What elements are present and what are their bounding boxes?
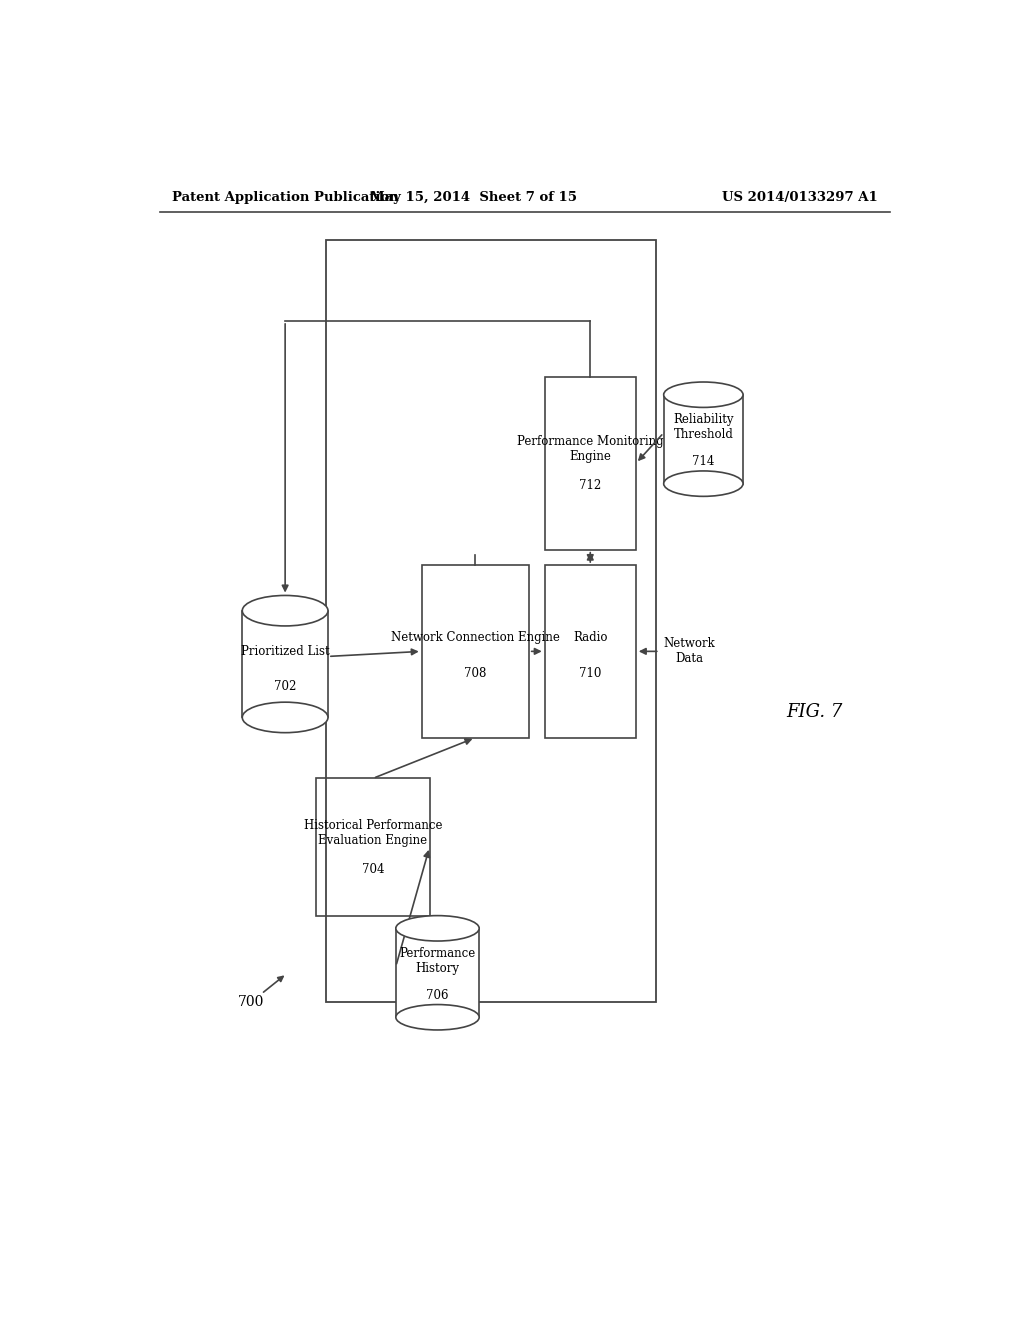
Text: Performance
History: Performance History (399, 946, 475, 974)
Text: 714: 714 (692, 455, 715, 469)
Text: 706: 706 (426, 989, 449, 1002)
Text: Performance Monitoring
Engine: Performance Monitoring Engine (517, 436, 664, 463)
Bar (396, 928, 479, 1018)
Text: May 15, 2014  Sheet 7 of 15: May 15, 2014 Sheet 7 of 15 (370, 190, 577, 203)
Text: Network
Data: Network Data (664, 638, 716, 665)
Text: Prioritized List: Prioritized List (241, 645, 330, 659)
Text: 704: 704 (361, 863, 384, 876)
Text: FIG. 7: FIG. 7 (786, 704, 843, 721)
Text: 708: 708 (464, 667, 486, 680)
Bar (316, 779, 430, 916)
Ellipse shape (243, 595, 328, 626)
Text: Patent Application Publication: Patent Application Publication (172, 190, 398, 203)
Ellipse shape (396, 1005, 479, 1030)
Text: 700: 700 (238, 995, 264, 1008)
Text: Reliability
Threshold: Reliability Threshold (673, 413, 733, 441)
Ellipse shape (243, 702, 328, 733)
Bar (327, 240, 655, 1002)
Text: Network Connection Engine: Network Connection Engine (391, 631, 560, 644)
Text: US 2014/0133297 A1: US 2014/0133297 A1 (722, 190, 878, 203)
Text: Radio: Radio (573, 631, 607, 644)
Bar (545, 565, 636, 738)
Bar (243, 611, 328, 718)
Bar (664, 395, 743, 483)
Text: Historical Performance
Evaluation Engine: Historical Performance Evaluation Engine (303, 818, 442, 847)
Ellipse shape (396, 916, 479, 941)
Ellipse shape (664, 381, 743, 408)
Ellipse shape (664, 471, 743, 496)
Text: 712: 712 (580, 479, 601, 492)
Bar (545, 378, 636, 549)
Bar (422, 565, 528, 738)
Text: 710: 710 (580, 667, 601, 680)
Text: 702: 702 (274, 680, 296, 693)
